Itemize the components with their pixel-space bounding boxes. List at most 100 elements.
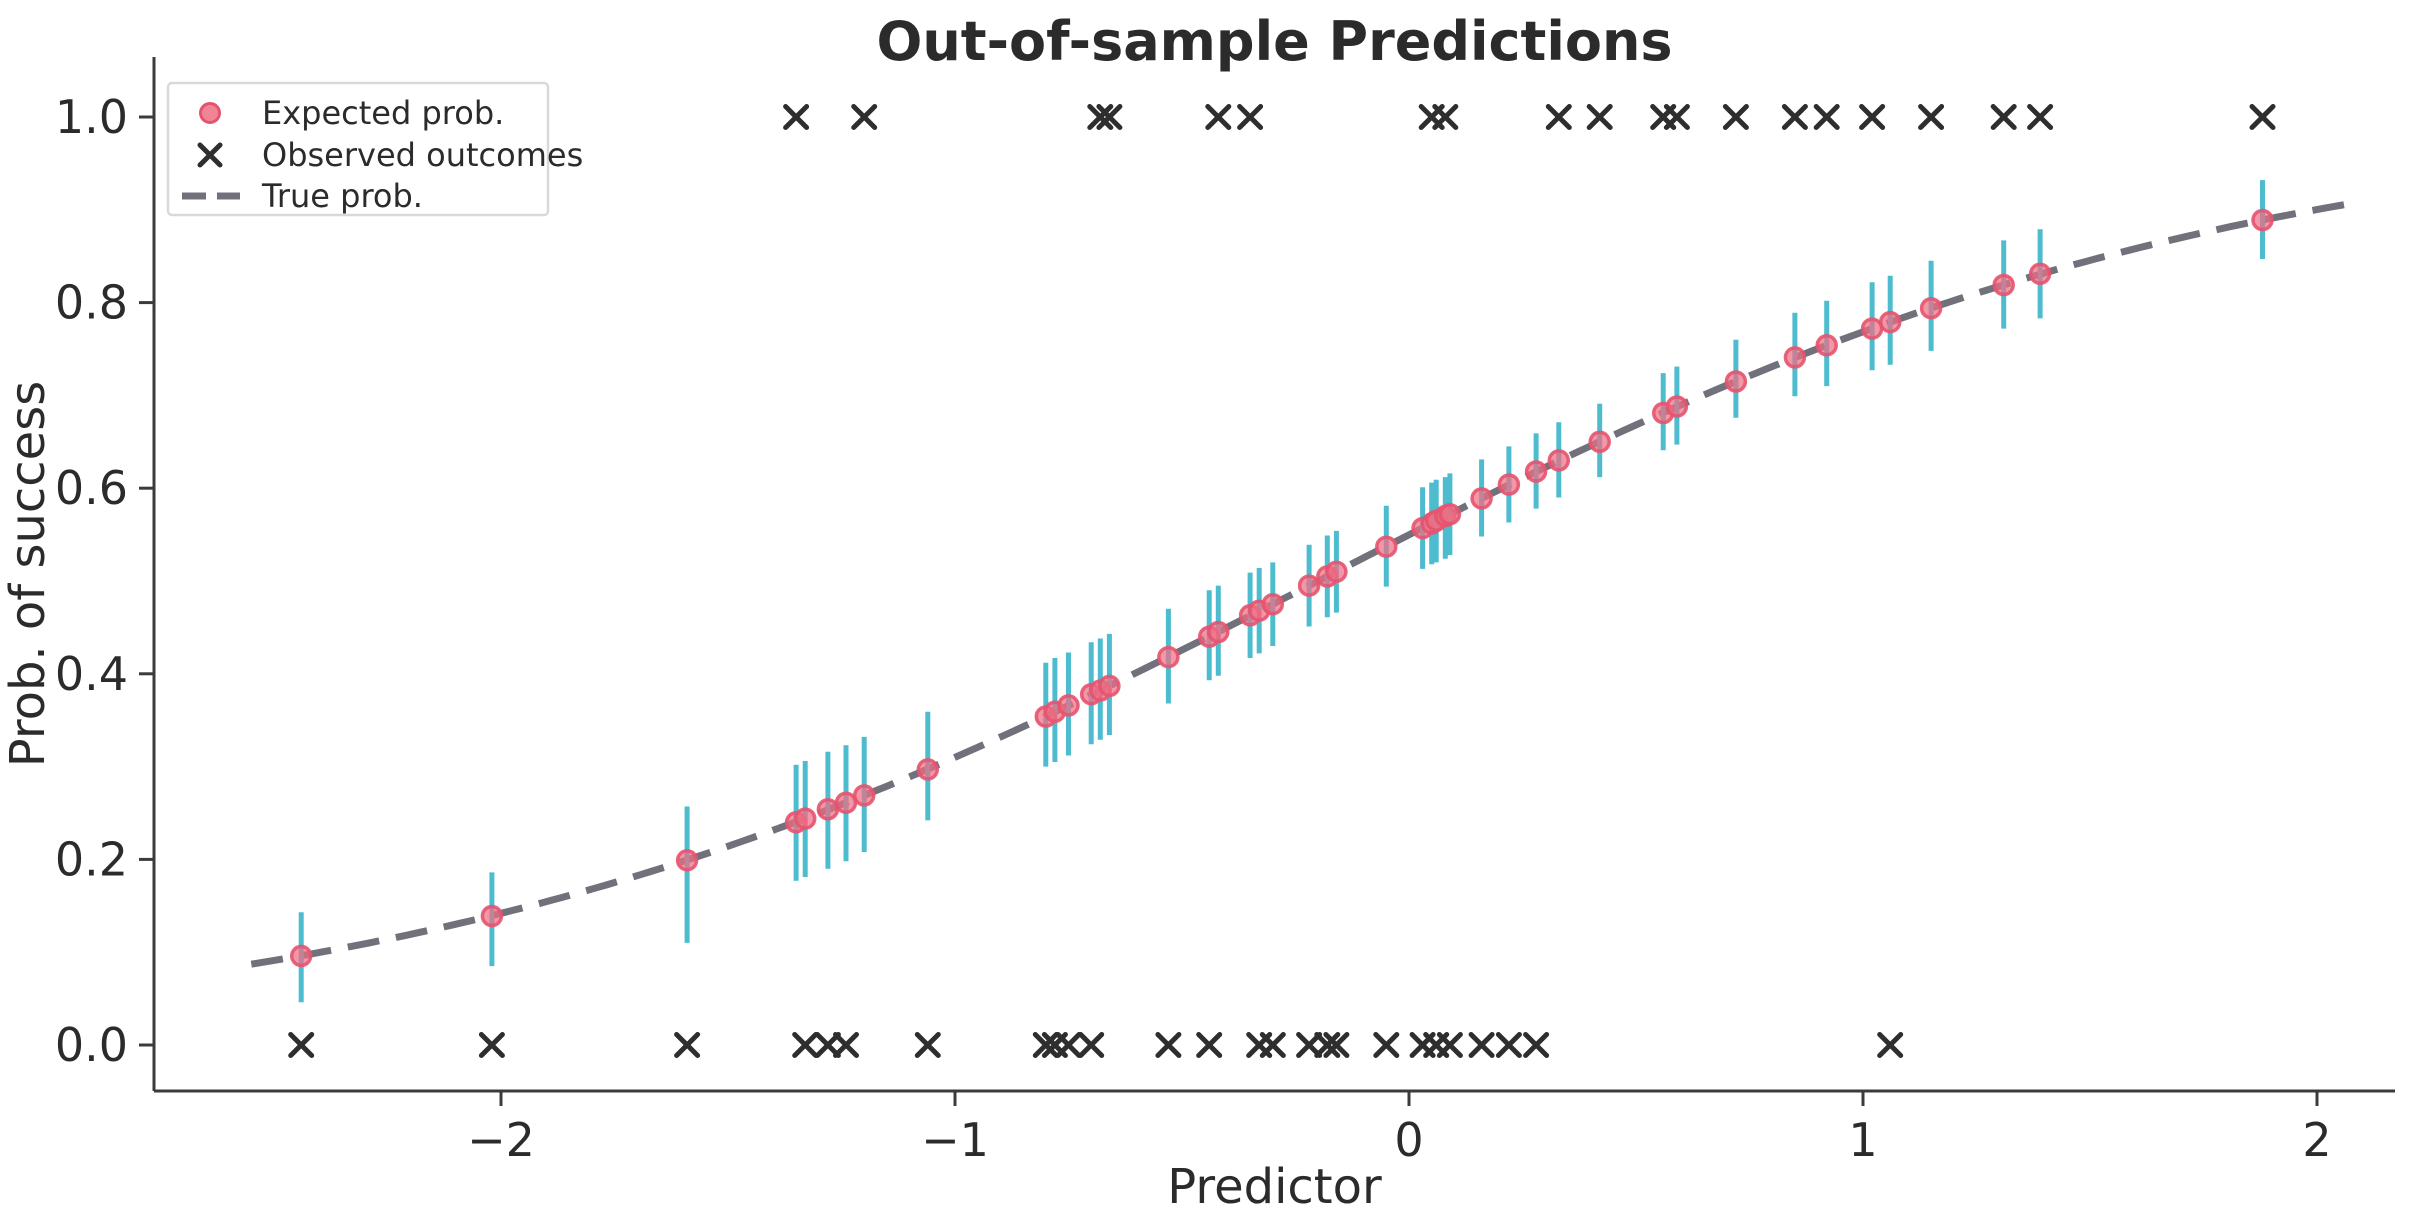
expected-prob-dot [1261, 592, 1285, 616]
error-bars [298, 180, 2265, 1003]
y-tick-label: 0.0 [55, 1018, 128, 1072]
expected-prob-dot [834, 791, 858, 815]
observed-x-marker [1859, 104, 1886, 130]
expected-prob-dot [1665, 395, 1689, 418]
observed-x-marker [674, 1032, 701, 1058]
x-tick-label: −1 [921, 1113, 989, 1167]
observed-x-marker [1373, 1032, 1400, 1058]
expected-prob-dot [1098, 674, 1121, 698]
observed-x-marker [2249, 104, 2276, 130]
observed-x-marker [1205, 104, 1232, 130]
observed-x-marker [1813, 104, 1840, 130]
observed-x-marker [1877, 1032, 1904, 1058]
observed-x-marker [1586, 104, 1613, 130]
expected-prob-dot [1438, 502, 1462, 526]
observed-x-marker [2027, 104, 2054, 130]
observed-x-marker [1055, 1032, 1082, 1058]
observed-x-marker [1155, 1032, 1182, 1058]
observed-x-marker [1259, 1032, 1286, 1058]
observed-x-marker [914, 1032, 941, 1058]
observed-x-marker [288, 1032, 315, 1058]
y-axis-label: Prob. of success [0, 381, 56, 767]
observed-x-marker [1545, 104, 1572, 130]
observed-x-marker [1078, 1032, 1105, 1058]
observed-x-marker [1096, 104, 1123, 130]
expected-prob-dot [1375, 535, 1398, 558]
observed-x-marker [1722, 104, 1749, 130]
legend-dot-marker [199, 102, 221, 124]
chart-title: Out-of-sample Predictions [876, 10, 1672, 73]
observed-x-marker [1087, 104, 1114, 130]
observed-outcomes-series [288, 104, 2276, 1058]
observed-x-marker [1918, 104, 1945, 130]
observed-x-marker [1523, 1032, 1550, 1058]
y-tick-label: 0.6 [55, 461, 128, 515]
observed-x-marker [1781, 104, 1808, 130]
observed-x-marker [1468, 1032, 1495, 1058]
y-tick-label: 0.2 [55, 832, 128, 886]
observed-x-marker [1314, 1032, 1341, 1058]
expected-prob-dot [480, 904, 504, 928]
expected-prob-dot [1860, 317, 1884, 340]
observed-x-marker [792, 1032, 819, 1058]
expected-prob-dot [1992, 273, 2015, 297]
observed-x-marker [1237, 104, 1264, 130]
expected-prob-dot [2251, 208, 2274, 232]
legend-box [166, 81, 550, 217]
expected-prob-dot [1547, 449, 1571, 472]
expected-prob-dot [1524, 460, 1548, 483]
observed-x-marker [783, 104, 810, 130]
observed-x-marker [1032, 1032, 1059, 1058]
x-axis-label: Predictor [1167, 1159, 1382, 1215]
observed-x-marker [1436, 1032, 1463, 1058]
observed-x-marker [1495, 1032, 1522, 1058]
expected-prob-dot [1724, 370, 1748, 393]
expected-prob-dot [852, 784, 876, 807]
expected-prob-dot [1878, 310, 1902, 334]
axes-spines [152, 57, 2395, 1093]
expected-prob-dot [1157, 645, 1180, 669]
expected-prob-dot [1297, 574, 1321, 597]
observed-x-marker [1990, 104, 2017, 130]
observed-x-marker [1432, 104, 1459, 130]
observed-x-marker [1196, 1032, 1223, 1058]
observed-x-marker [1296, 1032, 1323, 1058]
expected-prob-dot [793, 807, 817, 830]
legend-cross-marker [197, 142, 223, 168]
observed-x-marker [814, 1032, 841, 1058]
legend-label: Expected prob. [262, 94, 504, 132]
expected-prob-dot [1919, 296, 1943, 320]
x-tick-label: 0 [1394, 1113, 1423, 1167]
observed-x-marker [1323, 1032, 1350, 1058]
observed-x-marker [851, 104, 878, 130]
y-tick-label: 1.0 [55, 90, 128, 144]
legend-label: True prob. [261, 177, 423, 215]
expected-prob-dot [916, 758, 940, 781]
observed-x-marker [1663, 104, 1690, 130]
expected-prob-dot [1815, 334, 1838, 357]
expected-prob-dot [1470, 487, 1493, 510]
y-tick-label: 0.8 [55, 276, 128, 330]
expected-prob-series [289, 208, 2274, 968]
x-tick-label: 2 [2302, 1113, 2331, 1167]
expected-prob-dot [816, 798, 840, 821]
expected-prob-dot [2028, 262, 2052, 286]
expected-prob-dot [1325, 560, 1348, 583]
expected-prob-dot [289, 944, 313, 968]
x-tick-label: −2 [467, 1113, 535, 1167]
expected-prob-dot [675, 849, 699, 872]
expected-prob-dot [1497, 473, 1521, 496]
x-axis-ticks: −2 −1 0 1 2 [467, 1091, 2332, 1167]
y-tick-label: 0.4 [55, 647, 128, 701]
legend-label: Observed outcomes [262, 136, 583, 174]
expected-prob-dot [1588, 430, 1611, 454]
expected-prob-dot [1207, 620, 1230, 644]
observed-x-marker [478, 1032, 505, 1058]
observed-x-marker [833, 1032, 859, 1058]
expected-prob-dot [1783, 346, 1807, 369]
y-axis-ticks: 0.0 0.2 0.4 0.6 0.8 1.0 [55, 90, 154, 1072]
